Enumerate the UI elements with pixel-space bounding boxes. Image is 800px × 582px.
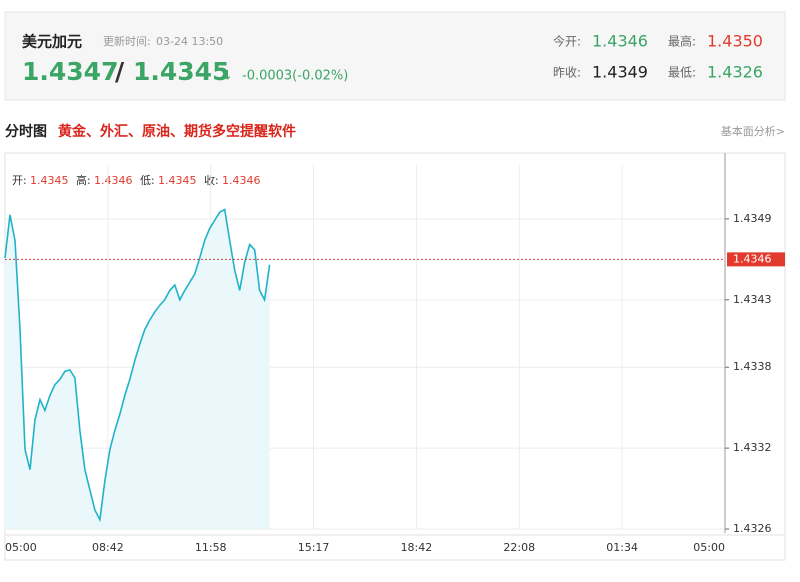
fundamental-link[interactable]: 基本面分析>	[721, 124, 785, 138]
x-tick-label: 01:34	[606, 541, 638, 554]
x-tick-label: 08:42	[92, 541, 124, 554]
ohlc-label: 开:	[12, 174, 27, 187]
price-separator: /	[115, 57, 125, 86]
ohlc-label: 低:	[140, 174, 155, 187]
stat-label: 昨收:	[553, 66, 581, 80]
stat-value: 1.4350	[707, 32, 763, 51]
ref-label-bg	[727, 252, 785, 267]
price-change: -0.0003(-0.02%)	[242, 69, 348, 84]
stat-label: 最高:	[668, 34, 696, 49]
stat-value: 1.4326	[707, 63, 763, 82]
trend-arrow: ↓	[222, 69, 233, 84]
x-tick-label: 15:17	[298, 541, 330, 554]
y-tick-label: 1.4326	[733, 522, 772, 535]
ref-label: 1.4346	[733, 252, 772, 265]
x-tick-label: 18:42	[401, 541, 433, 554]
ohlc-value: 1.4345	[158, 174, 197, 187]
y-tick-label: 1.4349	[733, 212, 772, 225]
ohlc-value: 1.4345	[30, 174, 69, 187]
y-tick-label: 1.4338	[733, 360, 772, 373]
price-a: 1.4347	[22, 57, 118, 86]
stat-label: 最低:	[668, 66, 696, 80]
price-area	[5, 209, 270, 529]
ohlc-label: 收:	[204, 173, 219, 187]
y-tick-label: 1.4332	[733, 441, 772, 454]
ohlc-value: 1.4346	[222, 174, 261, 187]
ohlc-value: 1.4346	[94, 174, 133, 187]
x-tick-label: 22:08	[503, 541, 535, 554]
price-b: 1.4345	[133, 57, 229, 86]
price-line	[4, 208, 271, 523]
ohlc-label: 高:	[76, 173, 91, 187]
stat-value: 1.4349	[592, 63, 648, 82]
stat-value: 1.4346	[592, 32, 648, 51]
update-label: 更新时间:	[103, 34, 151, 48]
pair-title: 美元加元	[22, 33, 82, 51]
x-tick-label: 05:00	[5, 541, 37, 554]
stat-label: 今开:	[553, 34, 581, 49]
x-tick-label: 05:00	[693, 541, 725, 554]
quote-panel	[4, 11, 786, 101]
section-title: 分时图	[5, 123, 47, 140]
promo-link[interactable]: 黄金、外汇、原油、期货多空提醒软件	[58, 123, 296, 140]
x-tick-label: 11:58	[195, 541, 227, 554]
y-tick-label: 1.4343	[733, 293, 772, 306]
update-time: 03-24 13:50	[156, 35, 223, 48]
